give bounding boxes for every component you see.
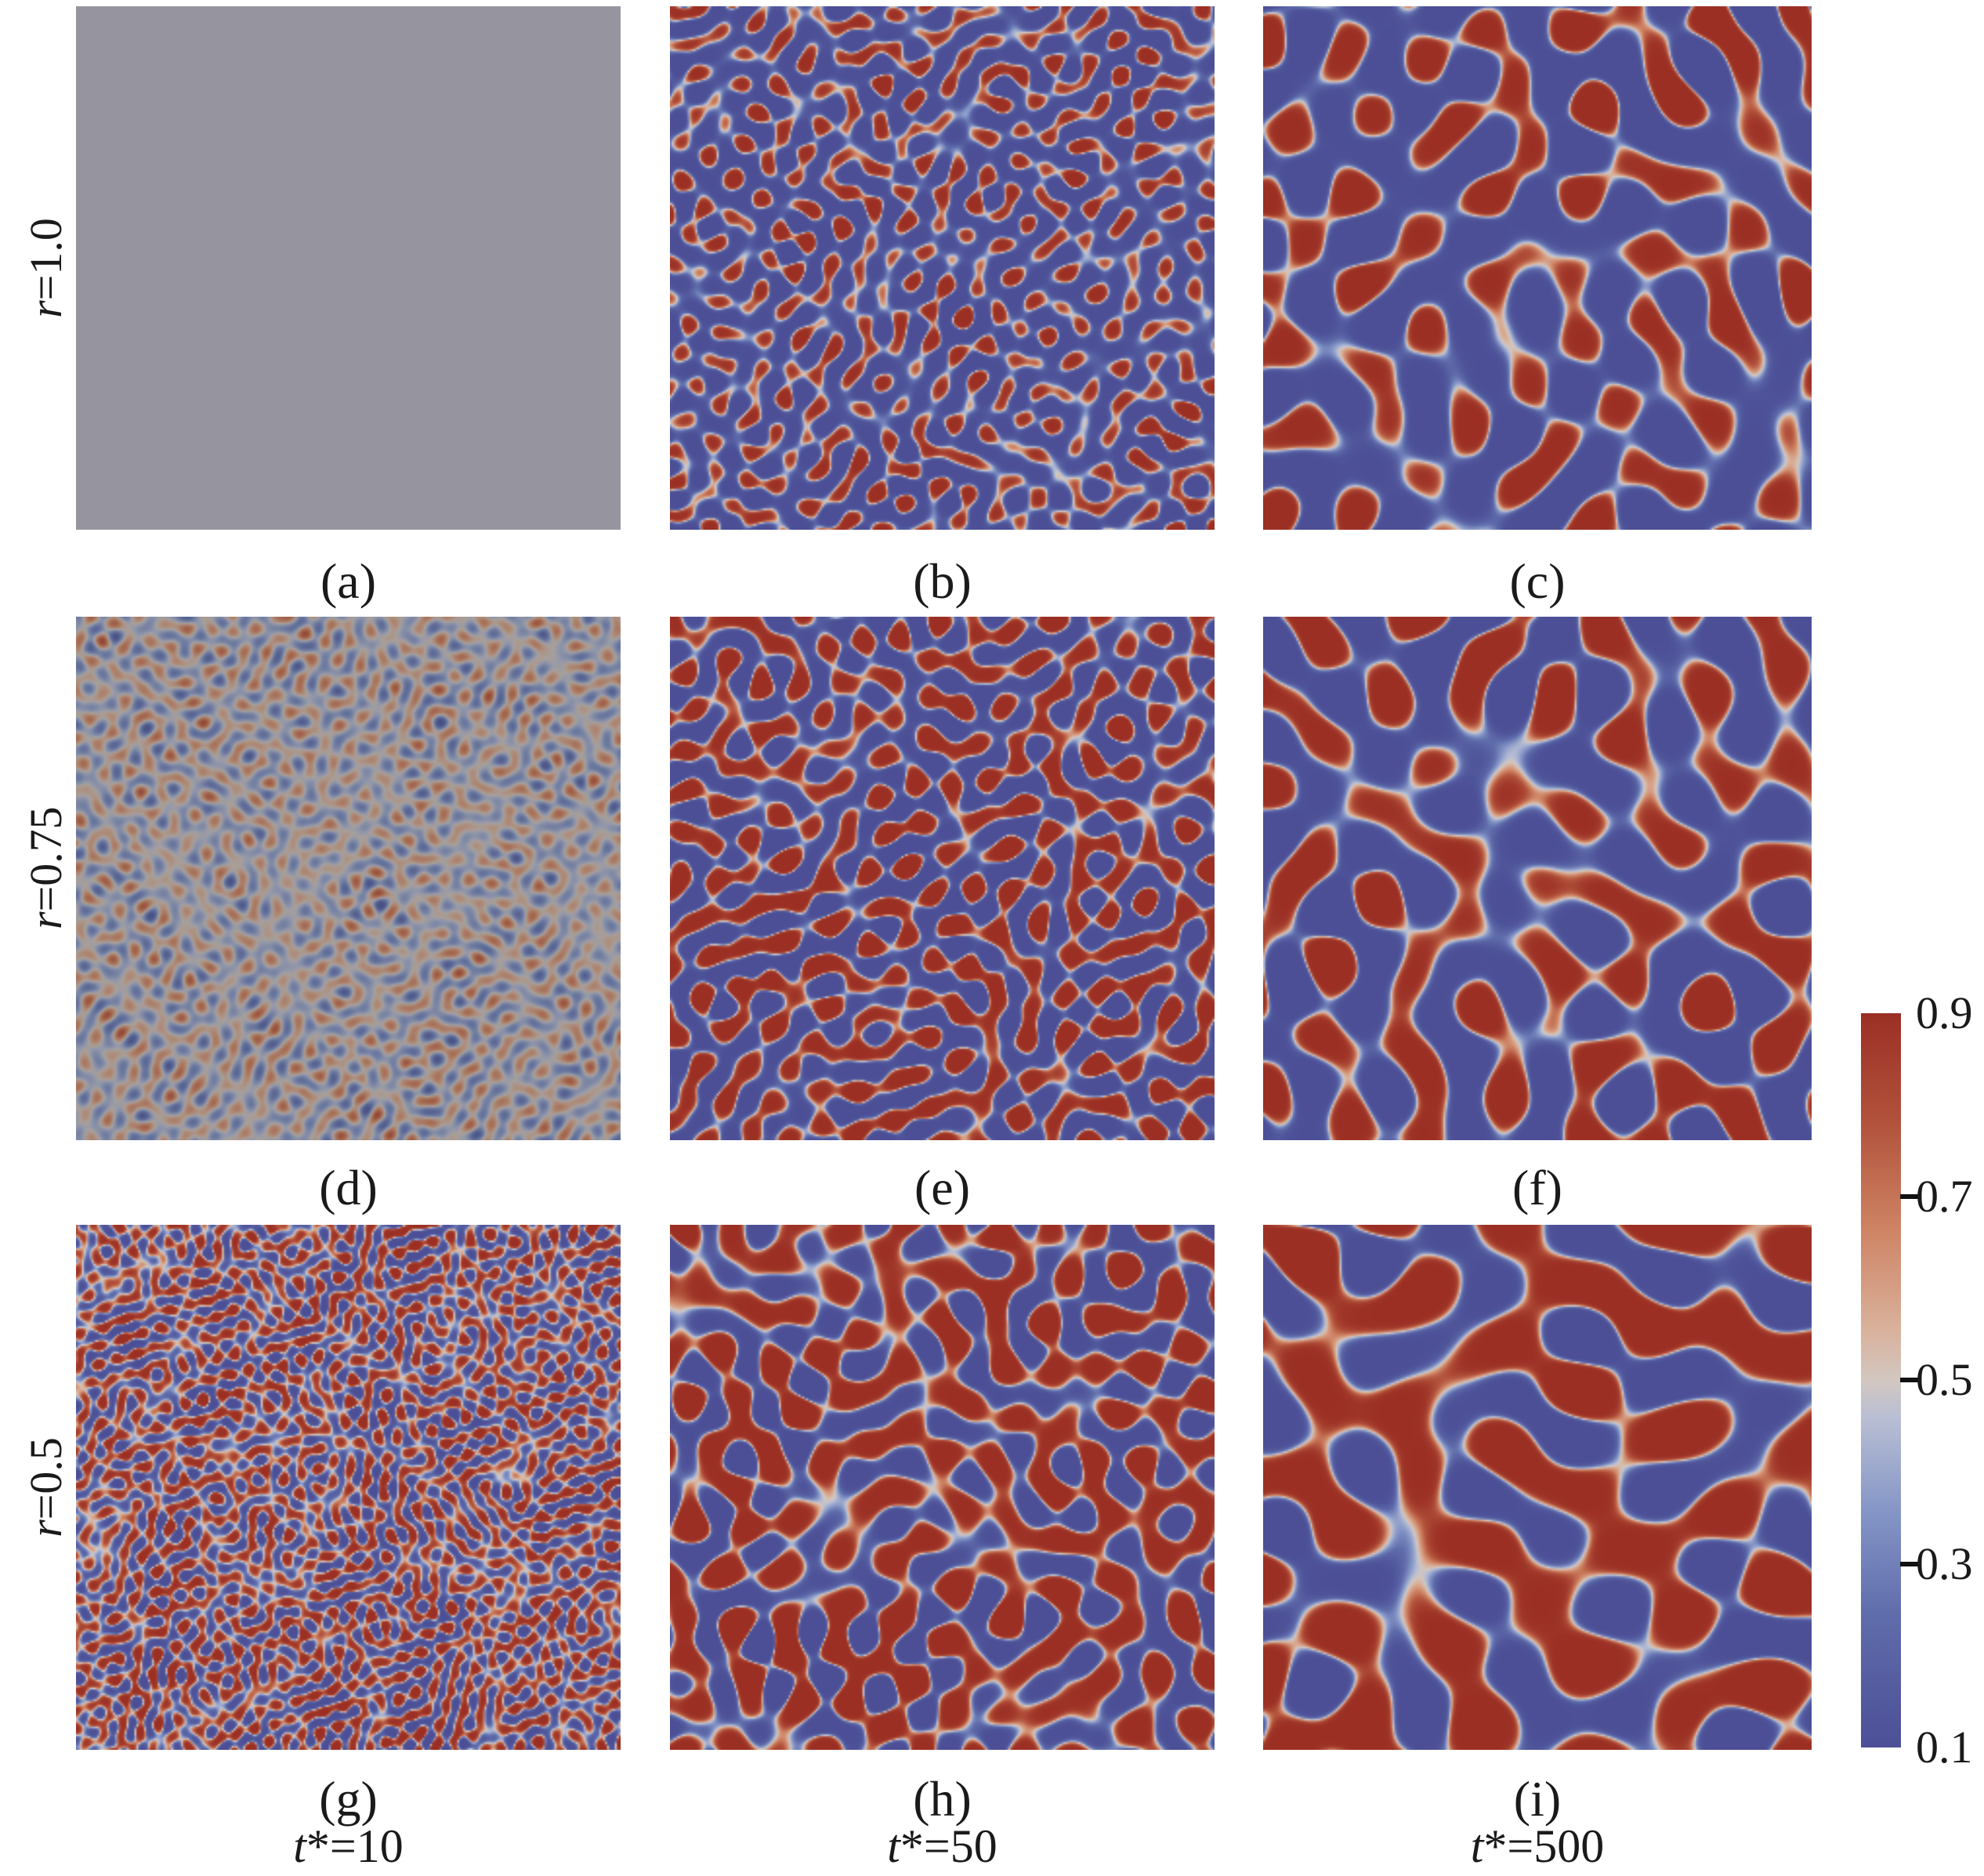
panel-h-label: (h) [913,1771,972,1827]
panel-b [670,6,1215,530]
panel-a-microstructure-image [76,6,621,530]
panel-f-label: (f) [1512,1160,1562,1215]
time-value: *=50 [900,1820,997,1872]
time-variable: t [1470,1820,1484,1872]
panel-h-microstructure-image [670,1225,1215,1750]
row-label-r-0.5: r=0.5 [11,1436,81,1538]
panel-h [670,1225,1215,1750]
panel-e [670,617,1215,1140]
row-label-r-1.0: r=1.0 [11,217,81,319]
time-variable: t [293,1820,306,1872]
time-value: *=500 [1483,1820,1605,1872]
panel-g-microstructure-image [76,1225,621,1750]
panel-a [76,6,621,530]
colorbar-tick-0.7 [1900,1194,1919,1199]
panel-e-label: (e) [914,1160,971,1215]
panel-b-label: (b) [913,553,972,609]
panel-i [1263,1225,1812,1750]
colorbar-label-0.9: 0.9 [1916,987,1973,1038]
panel-c-label: (c) [1509,553,1566,609]
time-label-t500: t*=500 [1263,1816,1812,1876]
colorbar-tick-0.3 [1900,1562,1919,1566]
panel-a-label: (a) [320,553,377,609]
panel-c [1263,6,1812,530]
row-label-value: =0.75 [20,806,71,912]
panel-g [76,1225,621,1750]
panel-d-microstructure-image [76,617,621,1140]
panel-b-microstructure-image [670,6,1215,530]
time-value: *=10 [306,1820,404,1872]
colorbar-label-0.3: 0.3 [1916,1538,1973,1589]
row-label-variable: r [20,300,71,318]
colorbar-gradient [1861,1013,1901,1747]
panel-e-microstructure-image [670,617,1215,1140]
colorbar-label-0.1: 0.1 [1916,1722,1973,1773]
time-label-t50: t*=50 [670,1816,1215,1876]
panel-d-label: (d) [319,1160,378,1215]
time-variable: t [887,1820,900,1872]
panel-c-microstructure-image [1263,6,1812,530]
row-label-r-0.75: r=0.75 [11,806,81,929]
row-label-variable: r [20,911,71,929]
row-label-value: =1.0 [20,218,71,301]
colorbar-label-0.5: 0.5 [1916,1354,1973,1405]
row-label-value: =0.5 [20,1437,71,1520]
colorbar-tick-0.5 [1900,1378,1919,1382]
time-label-t10: t*=10 [76,1816,621,1876]
panel-d [76,617,621,1140]
panel-g-label: (g) [319,1771,378,1827]
panel-i-microstructure-image [1263,1225,1812,1750]
colorbar-label-0.7: 0.7 [1916,1171,1973,1222]
panel-f-microstructure-image [1263,617,1812,1140]
panel-f [1263,617,1812,1140]
row-label-variable: r [20,1519,71,1537]
panel-i-label: (i) [1513,1771,1562,1827]
